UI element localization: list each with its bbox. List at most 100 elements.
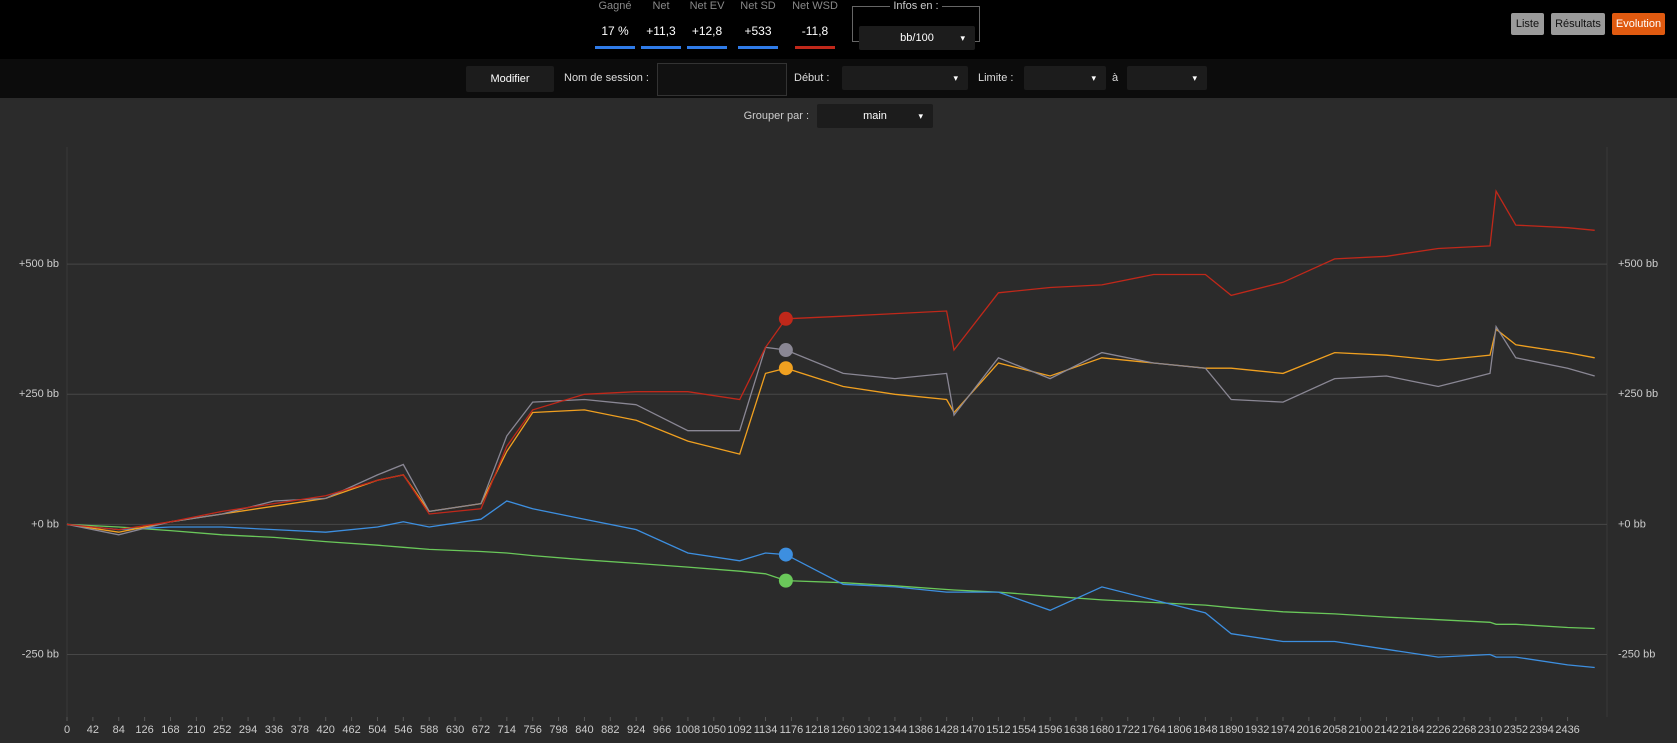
infos-box: Infos en : bb/100	[852, 0, 980, 50]
x-tick-label: 1680	[1090, 724, 1114, 736]
limit-select[interactable]	[1024, 66, 1106, 90]
x-tick-label: 1638	[1064, 724, 1088, 736]
x-tick-label: 546	[394, 724, 412, 736]
x-tick-label: 1092	[727, 724, 751, 736]
stat-value: +533	[744, 24, 772, 38]
x-tick-label: 1428	[934, 724, 958, 736]
x-tick-label: 1806	[1167, 724, 1191, 736]
x-tick-label: 252	[213, 724, 231, 736]
x-tick-label: 756	[524, 724, 542, 736]
x-tick-label: 2310	[1478, 724, 1502, 736]
start-label: Début :	[794, 72, 830, 84]
y-tick-label-right: +0 bb	[1618, 518, 1646, 530]
x-tick-label: 84	[113, 724, 125, 736]
x-tick-label: 378	[291, 724, 309, 736]
x-tick-label: 1890	[1219, 724, 1243, 736]
series-line	[66, 500, 1595, 669]
session-label: Nom de session :	[564, 72, 649, 84]
x-tick-label: 1302	[857, 724, 881, 736]
x-tick-label: 840	[575, 724, 593, 736]
x-tick-label: 1008	[676, 724, 700, 736]
x-tick-label: 1386	[909, 724, 933, 736]
x-tick-label: 2394	[1529, 724, 1553, 736]
y-tick-label-right: -250 bb	[1618, 648, 1655, 660]
x-tick-label: 2226	[1426, 724, 1450, 736]
x-tick-label: 2058	[1322, 724, 1346, 736]
chart-background	[0, 98, 1677, 743]
x-tick-label: 504	[368, 724, 386, 736]
list-button[interactable]: Liste	[1511, 13, 1544, 35]
series-line	[66, 324, 1595, 536]
stat-value: +12,8	[691, 24, 723, 38]
evolution-button[interactable]: Evolution	[1612, 13, 1665, 35]
x-tick-label: 1512	[986, 724, 1010, 736]
x-tick-label: 798	[549, 724, 567, 736]
to-select[interactable]	[1127, 66, 1207, 90]
chart: -250 bb -250 bb +0 bb +0 bb +250 bb +250 bb +5…	[0, 98, 1677, 743]
session-input[interactable]	[657, 63, 787, 96]
stat-value: 17 %	[601, 24, 629, 38]
x-tick-label: 1848	[1193, 724, 1217, 736]
x-tick-label: 1134	[754, 724, 778, 736]
x-tick-label: 1596	[1038, 724, 1062, 736]
y-tick-label: +0 bb	[31, 518, 59, 530]
y-tick-label-right: +500 bb	[1618, 258, 1658, 270]
modify-button[interactable]: Modifier	[466, 66, 554, 92]
group-label: Grouper par :	[743, 110, 809, 122]
stat-label: Net	[652, 0, 670, 12]
start-select[interactable]	[842, 66, 968, 90]
highlight-marker	[778, 547, 793, 562]
infos-label: Infos en :	[893, 0, 939, 12]
x-tick-label: 1260	[831, 724, 855, 736]
stat-value: +11,3	[646, 24, 676, 38]
toolbar: Modifier Nom de session : Début : Limite…	[0, 59, 1677, 99]
highlight-marker	[778, 343, 793, 358]
stat-label: Net WSD	[792, 0, 838, 12]
x-tick-label: 966	[653, 724, 671, 736]
x-tick-label: 1722	[1116, 724, 1140, 736]
x-tick-label: 0	[64, 724, 70, 736]
results-button[interactable]: Résultats	[1551, 13, 1605, 35]
x-tick-label: 2100	[1348, 724, 1372, 736]
x-tick-label: 1470	[960, 724, 984, 736]
y-tick-label: -250 bb	[22, 648, 59, 660]
stat-label: Net EV	[689, 0, 725, 12]
x-tick-label: 2142	[1374, 724, 1398, 736]
highlight-marker	[778, 361, 793, 376]
stat-label: Gagné	[598, 0, 632, 12]
x-tick-label: 168	[161, 724, 179, 736]
x-tick-label: 420	[317, 724, 335, 736]
x-tick-label: 672	[472, 724, 490, 736]
x-tick-label: 1932	[1245, 724, 1269, 736]
highlight-marker	[778, 311, 793, 326]
infos-select[interactable]: bb/100	[859, 26, 975, 50]
x-tick-label: 1176	[780, 724, 804, 736]
x-tick-label: 294	[239, 724, 257, 736]
x-tick-label: 2184	[1400, 724, 1424, 736]
x-tick-label: 1554	[1012, 724, 1036, 736]
x-tick-label: 714	[498, 724, 516, 736]
stat-underline	[595, 46, 635, 49]
to-label: à	[1112, 72, 1119, 84]
x-tick-label: 462	[342, 724, 360, 736]
highlight-marker	[778, 573, 793, 588]
x-tick-label: 2268	[1452, 724, 1476, 736]
x-tick-label: 1218	[805, 724, 829, 736]
x-tick-label: 336	[265, 724, 283, 736]
stat-underline	[687, 46, 727, 49]
x-tick-label: 630	[446, 724, 464, 736]
group-select[interactable]: main	[817, 104, 933, 128]
x-tick-label: 2352	[1504, 724, 1528, 736]
y-tick-label: +250 bb	[19, 388, 59, 400]
stat-underline	[641, 46, 681, 49]
x-tick-label: 1974	[1271, 724, 1295, 736]
x-tick-label: 42	[87, 724, 99, 736]
x-tick-label: 2436	[1555, 724, 1579, 736]
x-tick-label: 924	[627, 724, 645, 736]
y-tick-label: +500 bb	[19, 258, 59, 270]
modify-text: Modifier	[490, 73, 530, 85]
stat-value: -11,8	[801, 24, 829, 38]
series-line	[66, 523, 1595, 630]
stat-underline	[795, 46, 835, 49]
